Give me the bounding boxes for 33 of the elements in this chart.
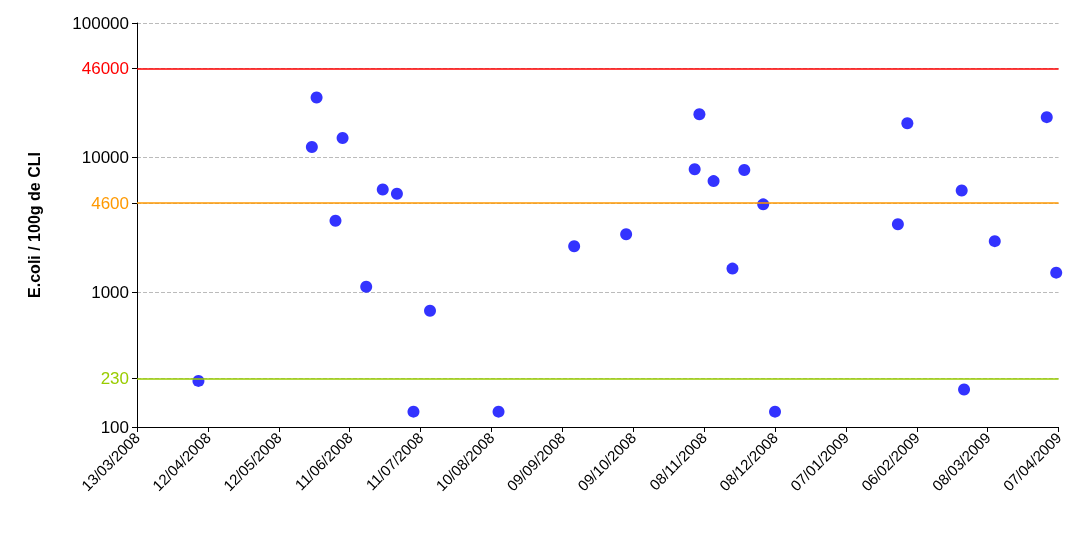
point [329, 214, 342, 227]
point [693, 108, 706, 121]
point [1050, 266, 1063, 279]
point [688, 163, 701, 176]
point [958, 383, 971, 396]
point [901, 117, 914, 130]
point [305, 141, 318, 153]
point [738, 163, 751, 176]
point [891, 218, 904, 231]
point [310, 91, 323, 104]
point [390, 187, 403, 200]
point [707, 175, 720, 188]
point [726, 262, 739, 275]
y-tick-label: 46000 [81, 58, 129, 78]
point [360, 280, 373, 293]
point [336, 131, 349, 144]
y-tick-label: 230 [100, 368, 129, 388]
point [492, 405, 505, 418]
point [376, 183, 389, 196]
y-tick-label: 100 [100, 417, 129, 437]
point [568, 240, 581, 253]
point [988, 235, 1001, 248]
y-tick-label: 100000 [72, 13, 129, 33]
y-tick-label: 4600 [91, 193, 129, 213]
point [620, 228, 633, 241]
point [1040, 111, 1053, 124]
point [769, 405, 782, 418]
point [407, 405, 420, 418]
y-axis-title: E.coli / 100g de CLI [25, 152, 43, 298]
point [955, 184, 968, 197]
y-tick-label: 1000 [91, 282, 129, 302]
point [424, 304, 437, 317]
y-tick-label: 10000 [81, 148, 129, 168]
